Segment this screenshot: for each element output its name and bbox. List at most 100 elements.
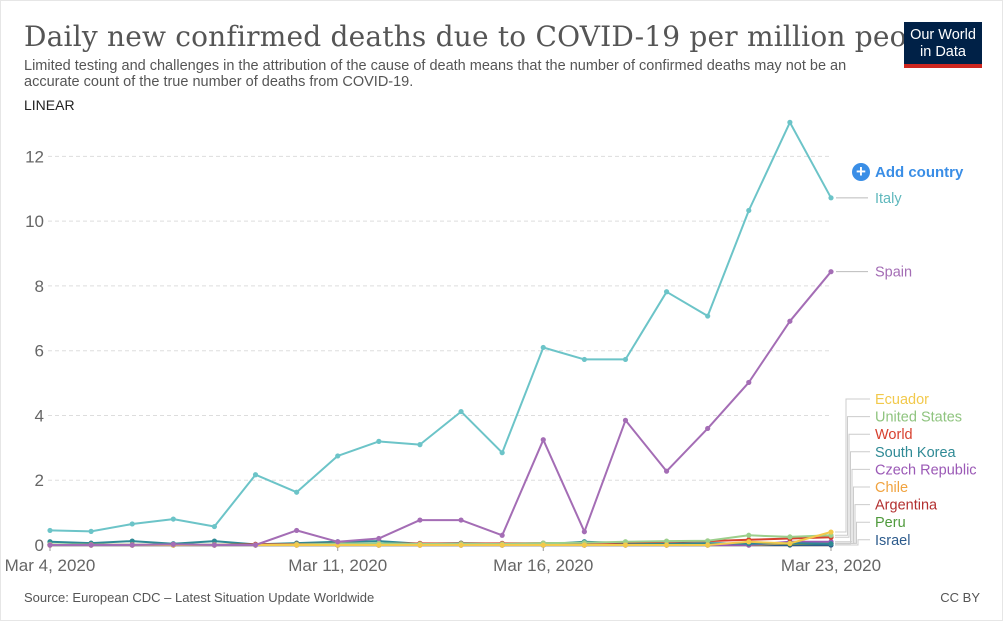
scale-toggle[interactable]: LINEAR — [24, 97, 75, 113]
data-point — [376, 438, 382, 444]
data-point — [47, 527, 53, 534]
logo-line-2: in Data — [920, 44, 966, 60]
logo-line-1: Our World — [910, 27, 976, 43]
license-note[interactable]: CC BY — [940, 590, 980, 605]
data-point — [540, 344, 546, 351]
data-point — [663, 468, 670, 474]
y-tick-label: 6 — [35, 342, 44, 361]
data-point — [458, 542, 464, 548]
data-point — [622, 542, 629, 548]
legend-connector — [835, 416, 870, 536]
data-point — [294, 527, 300, 534]
data-point — [417, 542, 423, 548]
legend-label-world: World — [875, 427, 913, 443]
legend-label-chile: Chile — [875, 480, 908, 496]
legend-label-italy: Italy — [875, 191, 902, 207]
legend-label-united-states: United States — [875, 410, 962, 426]
data-point — [458, 408, 464, 415]
data-point — [622, 356, 629, 363]
data-point — [705, 538, 711, 544]
x-tick-label: Mar 16, 2020 — [493, 556, 593, 575]
x-tick-label: Mar 23, 2020 — [781, 556, 881, 575]
data-point — [129, 521, 135, 527]
data-point — [170, 541, 176, 547]
x-tick-label: Mar 11, 2020 — [288, 556, 387, 575]
owid-logo[interactable]: Our World in Data — [904, 22, 982, 68]
data-point — [211, 542, 218, 548]
legend-label-peru: Peru — [875, 515, 906, 531]
legend-label-ecuador: Ecuador — [875, 392, 929, 408]
data-point — [746, 532, 752, 538]
data-point — [417, 517, 423, 523]
y-tick-label: 12 — [25, 147, 44, 166]
add-country-button[interactable]: + Add country — [852, 163, 963, 181]
data-point — [663, 289, 670, 295]
data-point — [540, 437, 546, 443]
legend-label-spain: Spain — [875, 265, 912, 281]
y-tick-label: 2 — [35, 471, 44, 490]
x-tick-label: Mar 4, 2020 — [5, 556, 96, 575]
data-point — [417, 442, 423, 448]
data-point — [663, 538, 670, 544]
data-point — [211, 523, 218, 530]
data-point — [828, 541, 834, 547]
data-point — [170, 516, 176, 522]
chart-subtitle: Limited testing and challenges in the at… — [24, 58, 847, 90]
data-point — [211, 538, 218, 544]
data-point — [705, 425, 711, 432]
data-point — [47, 542, 53, 548]
data-point — [540, 542, 546, 548]
legend-connector — [835, 433, 870, 538]
y-tick-label: 10 — [25, 212, 44, 231]
legend-connector — [835, 398, 870, 533]
data-point — [499, 532, 505, 538]
data-point — [787, 540, 793, 546]
data-point — [376, 542, 382, 548]
y-tick-label: 8 — [35, 277, 44, 296]
data-point — [746, 539, 752, 545]
data-point — [252, 472, 259, 478]
data-point — [499, 450, 505, 456]
data-point — [581, 356, 587, 363]
data-point — [828, 195, 834, 201]
data-point — [294, 542, 300, 548]
data-point — [294, 489, 300, 495]
source-note[interactable]: Source: European CDC – Latest Situation … — [24, 590, 375, 605]
legend-label-south-korea: South Korea — [875, 445, 957, 461]
logo-bar — [904, 64, 982, 68]
data-point — [787, 534, 793, 540]
legend-label-argentina: Argentina — [875, 498, 938, 514]
data-point — [705, 542, 711, 548]
data-point — [746, 379, 752, 386]
data-point — [746, 207, 752, 214]
data-point — [581, 542, 587, 548]
data-point — [88, 542, 94, 548]
data-point — [129, 542, 135, 548]
data-point — [663, 542, 670, 548]
data-point — [705, 313, 711, 319]
chart-title: Daily new confirmed deaths due to COVID-… — [24, 20, 951, 53]
y-tick-label: 0 — [35, 536, 44, 555]
data-point — [335, 453, 341, 459]
legend-connector — [835, 539, 870, 546]
legend-label-israel: Israel — [875, 533, 910, 549]
data-point — [828, 529, 834, 535]
series-line — [49, 121, 832, 533]
y-tick-label: 4 — [35, 406, 44, 425]
data-point — [376, 535, 382, 542]
data-point — [581, 529, 587, 535]
legend-label-czech-republic: Czech Republic — [875, 462, 977, 478]
legend-connector — [835, 521, 870, 544]
plus-circle-icon: + — [852, 163, 870, 181]
add-country-label: Add country — [875, 163, 964, 181]
legend-connector — [835, 468, 870, 543]
data-point — [129, 538, 135, 544]
data-point — [252, 542, 259, 548]
series-line — [50, 271, 832, 546]
data-point — [458, 517, 464, 523]
data-point — [622, 417, 629, 423]
data-point — [787, 318, 793, 324]
data-point — [88, 528, 94, 534]
